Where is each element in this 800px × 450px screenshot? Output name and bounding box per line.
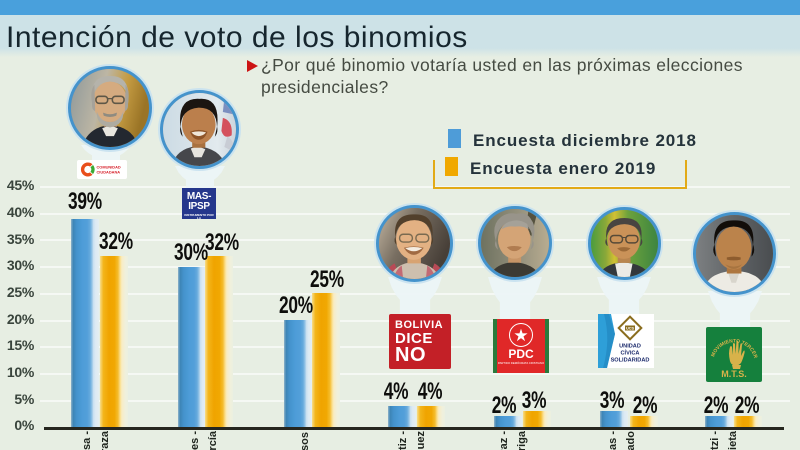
svg-text:COMUNIDAD: COMUNIDAD [97, 165, 121, 170]
svg-text:UCS: UCS [626, 326, 634, 330]
svg-text:M.T.S.: M.T.S. [721, 369, 747, 379]
svg-text:CIUDADANA: CIUDADANA [97, 169, 121, 174]
svg-text:CÍVICA: CÍVICA [621, 349, 640, 357]
svg-text:UNIDAD: UNIDAD [619, 344, 641, 350]
svg-text:SOLIDARIDAD: SOLIDARIDAD [611, 358, 650, 364]
